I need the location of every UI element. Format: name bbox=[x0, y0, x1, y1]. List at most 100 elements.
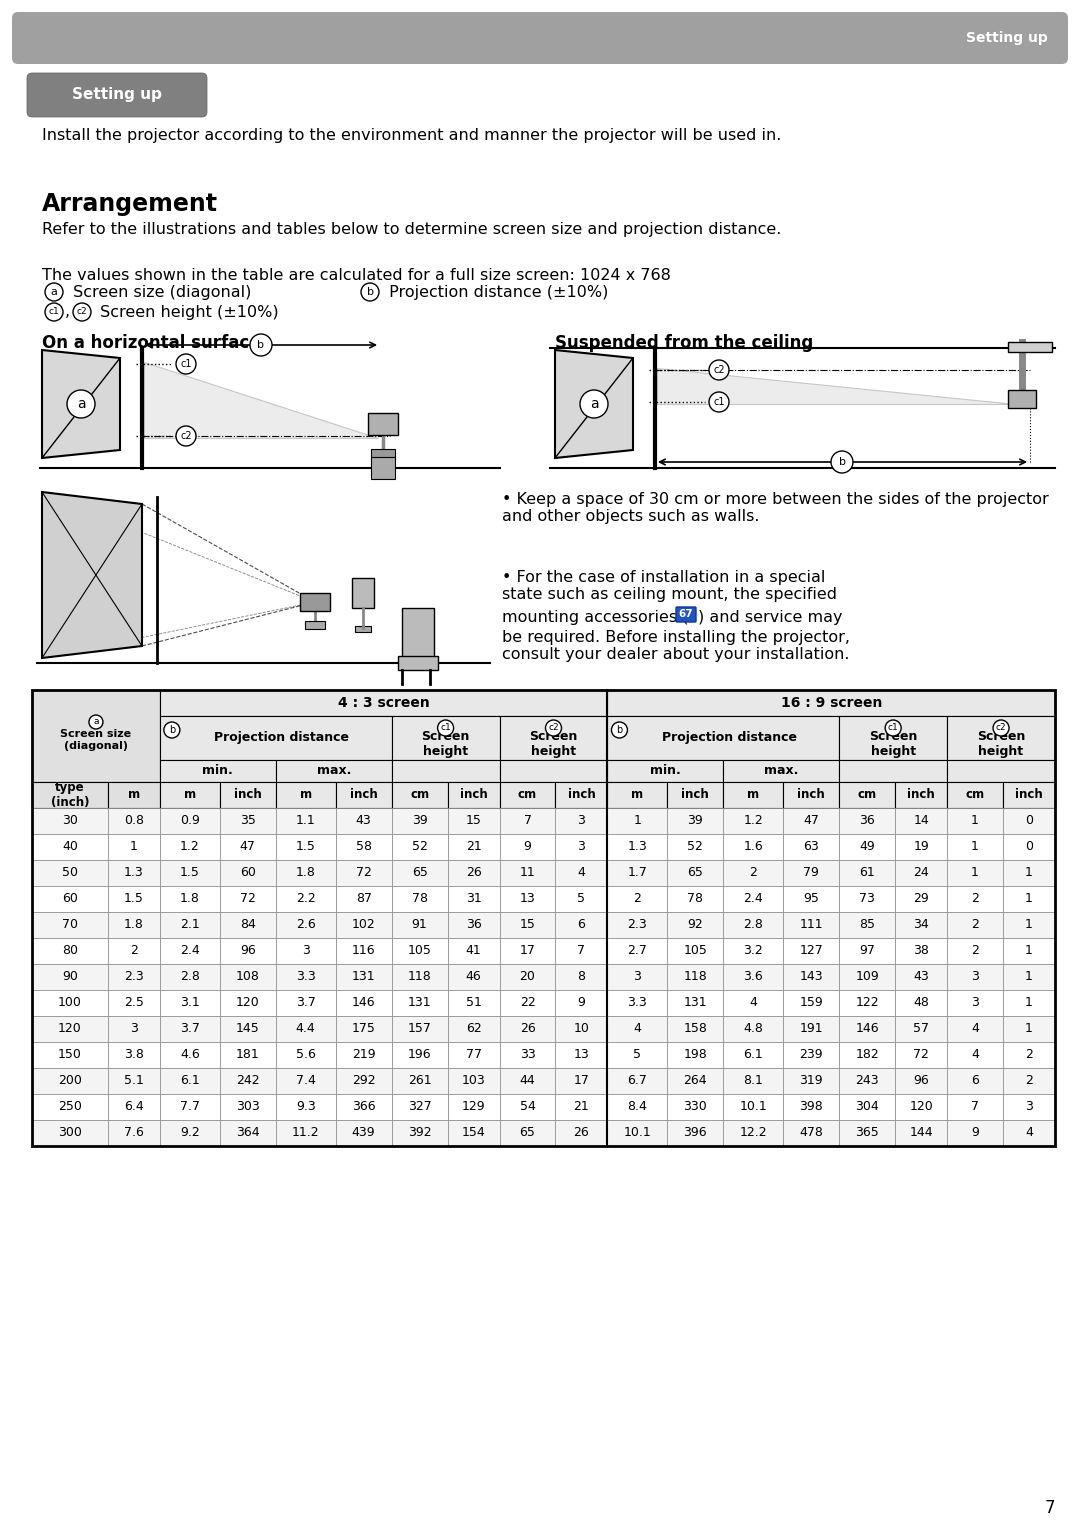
Text: 46: 46 bbox=[465, 971, 482, 983]
Text: 243: 243 bbox=[855, 1074, 879, 1088]
Bar bbox=[336, 781, 392, 807]
Bar bbox=[1003, 913, 1055, 938]
Bar bbox=[607, 835, 667, 861]
Circle shape bbox=[580, 391, 608, 418]
Bar bbox=[724, 807, 783, 835]
Bar bbox=[724, 990, 783, 1016]
Bar bbox=[839, 716, 947, 760]
Bar bbox=[336, 861, 392, 887]
Text: 24: 24 bbox=[914, 867, 929, 879]
Bar bbox=[500, 1120, 555, 1146]
Bar bbox=[160, 861, 220, 887]
FancyBboxPatch shape bbox=[12, 12, 1068, 64]
Text: 60: 60 bbox=[62, 893, 78, 905]
Text: 478: 478 bbox=[799, 1126, 823, 1140]
Text: a: a bbox=[590, 397, 598, 410]
Bar bbox=[839, 760, 947, 781]
Bar bbox=[392, 1042, 447, 1068]
Text: 1: 1 bbox=[1025, 1022, 1032, 1036]
Text: 60: 60 bbox=[240, 867, 256, 879]
Bar bbox=[947, 887, 1003, 913]
Bar bbox=[947, 1042, 1003, 1068]
Bar bbox=[555, 1068, 607, 1094]
Bar bbox=[392, 1094, 447, 1120]
Text: 26: 26 bbox=[465, 867, 482, 879]
Text: 19: 19 bbox=[914, 841, 929, 853]
Bar bbox=[1008, 342, 1052, 353]
Text: 3: 3 bbox=[578, 841, 585, 853]
Text: 38: 38 bbox=[914, 945, 929, 957]
Bar bbox=[392, 887, 447, 913]
Text: 9: 9 bbox=[524, 841, 531, 853]
Bar bbox=[1008, 391, 1036, 407]
Text: be required. Before installing the projector,
consult your dealer about your ins: be required. Before installing the proje… bbox=[502, 630, 850, 662]
Text: 1: 1 bbox=[1025, 893, 1032, 905]
Text: 2.1: 2.1 bbox=[180, 919, 200, 931]
Text: 15: 15 bbox=[519, 919, 536, 931]
Text: • For the case of installation in a special
state such as ceiling mount, the spe: • For the case of installation in a spec… bbox=[502, 571, 837, 603]
Text: 105: 105 bbox=[684, 945, 707, 957]
Text: 175: 175 bbox=[352, 1022, 376, 1036]
Bar bbox=[108, 913, 160, 938]
Text: 2: 2 bbox=[130, 945, 138, 957]
Bar bbox=[392, 835, 447, 861]
Text: type
(inch): type (inch) bbox=[51, 781, 90, 809]
Bar bbox=[32, 913, 108, 938]
Text: m: m bbox=[299, 789, 312, 801]
Text: 364: 364 bbox=[235, 1126, 259, 1140]
Text: 26: 26 bbox=[519, 1022, 536, 1036]
Text: • Keep a space of 30 cm or more between the sides of the projector and other obj: • Keep a space of 30 cm or more between … bbox=[502, 491, 1049, 525]
Bar bbox=[947, 1016, 1003, 1042]
Bar bbox=[275, 1068, 336, 1094]
Text: inch: inch bbox=[797, 789, 825, 801]
Text: 129: 129 bbox=[462, 1100, 485, 1114]
Bar bbox=[607, 887, 667, 913]
Bar bbox=[839, 964, 895, 990]
Text: 96: 96 bbox=[914, 1074, 929, 1088]
Text: 41: 41 bbox=[465, 945, 482, 957]
Bar bbox=[555, 1094, 607, 1120]
Bar bbox=[32, 690, 1055, 1146]
Text: 95: 95 bbox=[804, 893, 819, 905]
Text: 303: 303 bbox=[235, 1100, 259, 1114]
Bar bbox=[447, 807, 500, 835]
Text: Screen height (±10%): Screen height (±10%) bbox=[95, 305, 279, 319]
Bar bbox=[1003, 1120, 1055, 1146]
Bar bbox=[160, 760, 275, 781]
Bar bbox=[220, 964, 275, 990]
Bar bbox=[724, 964, 783, 990]
Bar bbox=[555, 807, 607, 835]
Bar bbox=[160, 807, 220, 835]
Text: Screen
height: Screen height bbox=[869, 729, 917, 758]
Text: 4: 4 bbox=[1025, 1126, 1032, 1140]
Bar bbox=[500, 938, 555, 964]
Text: 2.5: 2.5 bbox=[124, 996, 144, 1010]
Bar bbox=[500, 990, 555, 1016]
Bar bbox=[447, 1094, 500, 1120]
Bar bbox=[839, 913, 895, 938]
Text: 39: 39 bbox=[411, 815, 428, 827]
Text: 1.5: 1.5 bbox=[180, 867, 200, 879]
Bar bbox=[336, 913, 392, 938]
Bar bbox=[1003, 938, 1055, 964]
Circle shape bbox=[831, 452, 853, 473]
Bar bbox=[500, 964, 555, 990]
Bar bbox=[160, 1120, 220, 1146]
Bar bbox=[895, 990, 947, 1016]
Bar bbox=[724, 1120, 783, 1146]
Bar bbox=[447, 887, 500, 913]
Bar bbox=[607, 1120, 667, 1146]
Bar bbox=[108, 835, 160, 861]
Text: 34: 34 bbox=[914, 919, 929, 931]
Bar bbox=[839, 1068, 895, 1094]
Bar bbox=[783, 861, 839, 887]
Text: c2: c2 bbox=[996, 723, 1007, 732]
Bar bbox=[724, 938, 783, 964]
Text: a: a bbox=[77, 397, 85, 410]
Bar bbox=[895, 1016, 947, 1042]
Bar bbox=[500, 781, 555, 807]
Text: 78: 78 bbox=[687, 893, 703, 905]
Bar bbox=[392, 938, 447, 964]
Text: 3: 3 bbox=[971, 971, 978, 983]
Bar bbox=[32, 1094, 108, 1120]
